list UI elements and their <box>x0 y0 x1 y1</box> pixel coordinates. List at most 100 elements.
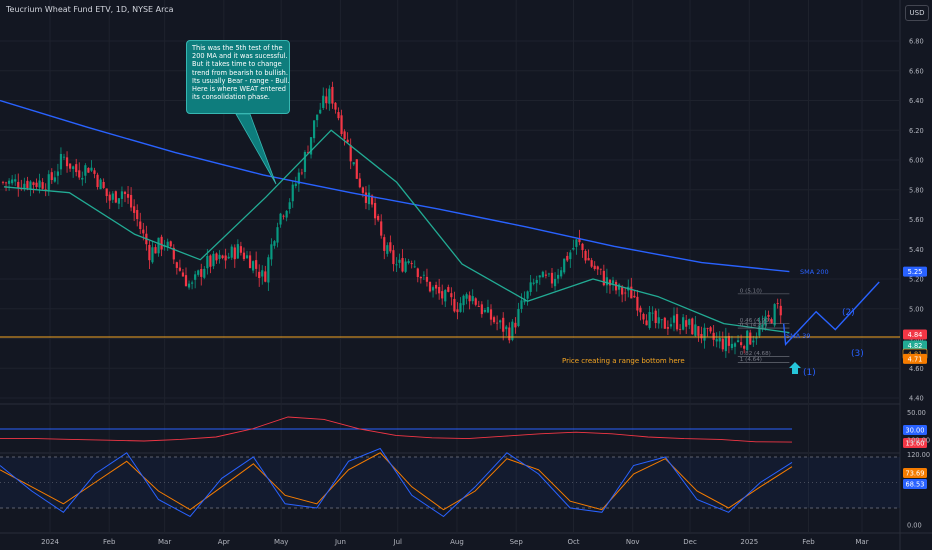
candle-body <box>773 304 776 326</box>
candle-body <box>459 303 462 312</box>
candle-body <box>499 320 502 323</box>
candle-body <box>657 317 660 324</box>
candle-body <box>377 215 380 221</box>
candle-body <box>364 192 368 203</box>
candle-body <box>730 343 734 349</box>
candle-body <box>90 167 93 171</box>
candle-body <box>72 166 75 170</box>
candle-body <box>395 264 398 266</box>
y-tick-label: 120.00 <box>907 451 930 459</box>
candle-body <box>648 312 651 328</box>
candle-body <box>703 327 706 341</box>
candle-body <box>471 296 474 302</box>
candle-body <box>605 277 608 286</box>
candle-body <box>65 157 69 167</box>
candle-body <box>416 268 419 278</box>
candle-body <box>611 280 615 284</box>
candle-body <box>81 177 84 180</box>
candle-body <box>608 279 612 286</box>
candle-body <box>17 181 20 189</box>
fib-level-label: 1 (4.64) <box>740 357 762 363</box>
candle-body <box>328 88 331 104</box>
candle-body <box>142 229 145 234</box>
candle-body <box>38 180 41 188</box>
price-label-badge <box>903 340 927 351</box>
rsi-level-badge <box>903 425 927 435</box>
candle-body <box>715 339 718 342</box>
candle-body <box>529 282 532 292</box>
candle-body <box>294 183 297 187</box>
candle-body <box>492 317 496 323</box>
candle-body <box>718 338 721 342</box>
candle-body <box>700 334 703 339</box>
candle-body <box>252 261 255 271</box>
x-tick-label: Feb <box>103 538 116 546</box>
candle-body <box>337 112 340 119</box>
candle-body <box>663 317 666 329</box>
y-tick-label: 100.00 <box>907 437 930 445</box>
candle-body <box>209 255 212 267</box>
candle-body <box>117 198 120 204</box>
currency-button[interactable]: USD <box>905 5 929 21</box>
candle-body <box>44 189 47 191</box>
candle-body <box>770 319 773 324</box>
candle-body <box>331 86 334 104</box>
candle-body <box>169 241 172 247</box>
moving-averages <box>0 99 790 334</box>
callout-line: This was the 5th test of the <box>192 44 283 52</box>
stoch-k-badge <box>903 479 927 489</box>
x-tick-label: 2024 <box>41 538 59 546</box>
candle-body <box>532 282 535 284</box>
candle-body <box>688 319 691 325</box>
candle-body <box>47 174 50 192</box>
candle-body <box>111 193 114 200</box>
candle-body <box>233 247 236 260</box>
wave-2-label: (2) <box>842 308 855 318</box>
candle-body <box>181 272 185 277</box>
candle-body <box>752 340 755 343</box>
y-tick-label: 5.40 <box>909 246 924 254</box>
candle-body <box>675 314 679 330</box>
candle-body <box>621 287 624 295</box>
candle-body <box>154 247 157 254</box>
candle-body <box>767 314 770 317</box>
candle-body <box>401 258 404 272</box>
x-tick-label: 2025 <box>740 538 758 546</box>
candle-body <box>468 295 471 302</box>
price-label-text: 5.25 <box>908 268 923 276</box>
candle-body <box>483 309 486 312</box>
candle-body <box>563 258 566 273</box>
x-tick-label: Sep <box>510 538 524 546</box>
price-label-badge <box>903 329 927 340</box>
price-label-badge <box>903 353 927 364</box>
candle-body <box>444 289 447 302</box>
candle-body <box>133 206 136 213</box>
candle-body <box>200 269 203 277</box>
up-arrow-icon <box>789 362 801 374</box>
candle-body <box>712 332 715 340</box>
candle-body <box>755 337 758 339</box>
sma39-line <box>3 129 790 334</box>
candle-body <box>645 320 648 326</box>
candle-body <box>151 247 154 263</box>
candle-body <box>26 180 29 189</box>
x-tick-label: Apr <box>218 538 230 546</box>
candle-body <box>282 215 285 217</box>
candle-body <box>218 254 221 259</box>
candle-body <box>544 274 547 276</box>
candle-body <box>749 332 752 345</box>
candle-body <box>270 244 273 260</box>
candle-body <box>614 281 618 291</box>
x-tick-label: Oct <box>567 538 579 546</box>
candle-body <box>236 244 239 259</box>
candle-body <box>422 274 425 276</box>
candle-body <box>514 322 517 328</box>
sma39-label: SMA 39 <box>786 332 811 340</box>
candle-body <box>560 270 563 277</box>
fib-level-label: 0 (5.10) <box>740 288 762 294</box>
candle-body <box>187 283 191 288</box>
candle-body <box>496 322 499 324</box>
candle-body <box>123 191 127 195</box>
candle-body <box>517 309 520 327</box>
